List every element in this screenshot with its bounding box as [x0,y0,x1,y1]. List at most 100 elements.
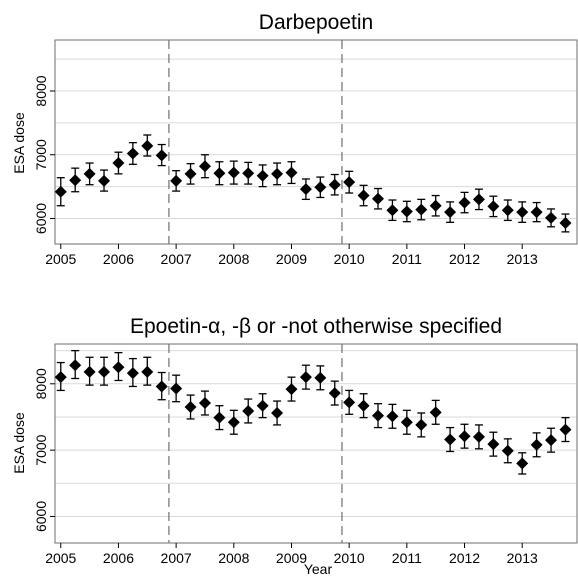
x-tick-label: 2009 [276,251,307,267]
data-point [472,188,485,211]
data-point [299,178,312,201]
data-point [242,398,255,424]
diamond-marker [559,216,572,229]
diamond-marker [83,365,96,378]
data-point [69,349,82,380]
diamond-marker [54,371,67,384]
diamond-marker [285,166,298,179]
diamond-marker [530,206,543,219]
y-tick-label: 8000 [33,75,49,106]
data-point [444,201,457,223]
data-point [112,151,125,175]
diamond-marker [386,410,399,423]
data-point [285,376,298,402]
data-point [213,405,226,431]
diamond-marker [415,203,428,216]
data-point [198,390,211,416]
plot-frame [54,343,578,544]
x-tick-label: 2008 [218,550,249,566]
data-point [271,162,284,186]
diamond-marker [256,169,269,182]
x-tick-label: 2010 [334,251,365,267]
data-point [472,424,485,450]
diamond-marker [155,380,168,393]
diamond-marker [487,438,500,451]
x-tick-label: 2013 [507,251,538,267]
data-point [545,427,558,453]
chart-panel-darbepoetin: Darbepoetin 6000 7000 8000 2005 2006 2007 2008… [11,11,578,267]
data-point [155,371,168,401]
x-tick-label: 2005 [45,251,76,267]
data-point [372,403,385,429]
data-point [501,438,514,464]
diamond-marker [415,418,428,431]
diamond-marker [516,206,529,219]
data-point [170,374,183,403]
data-point [545,208,558,228]
data-point [400,409,413,435]
diamond-marker [112,157,125,170]
data-point [458,191,471,214]
diamond-marker [458,430,471,443]
plot-area: 6000 7000 8000 2005 2006 2007 2008 2009 2010 2011… [33,39,578,267]
diamond-marker [372,409,385,422]
data-point [227,409,240,435]
data-point [299,364,312,390]
diamond-marker [314,181,327,194]
x-tick-label: 2010 [334,550,365,566]
diamond-marker [184,167,197,180]
y-tick-label: 7000 [33,139,49,170]
diamond-marker [184,401,197,414]
diamond-marker [458,196,471,209]
chart-title: Darbepoetin [259,11,373,34]
data-point [83,356,96,386]
data-point [415,412,428,438]
data-point [198,154,211,179]
data-point [126,141,139,165]
data-point [69,167,82,193]
data-point [213,161,226,186]
diamond-marker [227,416,240,429]
diamond-marker [69,359,82,372]
data-point [559,213,572,233]
data-point [458,423,471,449]
diamond-marker [444,206,457,219]
data-point [242,161,255,185]
data-point [343,389,356,415]
diamond-marker [357,399,370,412]
diamond-marker [487,200,500,213]
y-tick-label: 6000 [33,501,49,532]
data-point [314,365,327,391]
diamond-marker [343,396,356,409]
diamond-marker [112,361,125,374]
diamond-marker [400,416,413,429]
data-point [530,432,543,458]
diamond-marker [472,193,485,206]
data-point [429,399,442,425]
data-point [314,176,327,199]
data-point [155,143,168,167]
diamond-marker [126,147,139,160]
x-axis-label: Year [304,561,333,576]
x-tick-label: 2008 [218,251,249,267]
diamond-marker [271,406,284,419]
x-tick-label: 2005 [45,550,76,566]
data-point [256,393,269,419]
diamond-marker [530,438,543,451]
x-tick-label: 2007 [161,550,192,566]
diamond-marker [170,174,183,187]
data-point [227,160,240,185]
data-point [487,195,500,218]
data-point [271,400,284,426]
diamond-marker [545,434,558,447]
data-point [487,431,500,457]
data-point [386,403,399,429]
diamond-marker [299,183,312,196]
x-tick-label: 2012 [449,550,480,566]
data-point [98,169,111,192]
data-point [530,201,543,223]
data-point [126,357,139,388]
data-point [343,170,356,194]
chart-panel-epoetin: Epoetin-α, -β or -not otherwise specifie… [11,315,578,577]
